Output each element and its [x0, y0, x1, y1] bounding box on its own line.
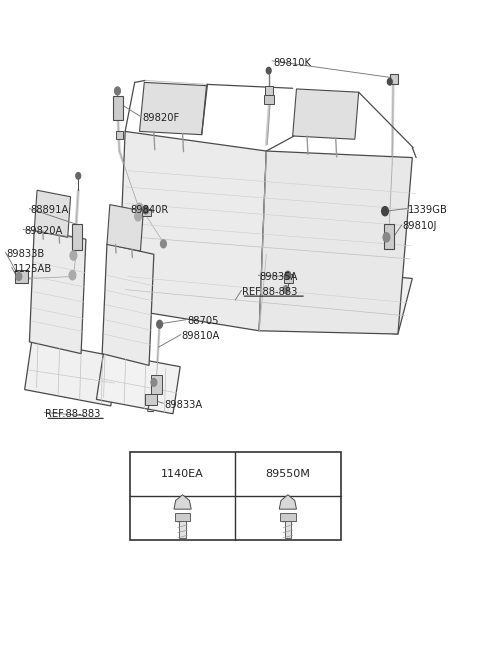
Bar: [116, 132, 123, 140]
Polygon shape: [107, 204, 144, 251]
Bar: [113, 96, 123, 120]
Text: 1140EA: 1140EA: [161, 469, 204, 479]
Circle shape: [115, 87, 120, 95]
Bar: [384, 224, 394, 249]
Circle shape: [157, 320, 162, 328]
Bar: [284, 274, 293, 283]
Text: 89820A: 89820A: [24, 226, 62, 236]
Circle shape: [387, 79, 392, 85]
Polygon shape: [34, 190, 71, 237]
Polygon shape: [140, 83, 206, 135]
Text: 88891A: 88891A: [30, 205, 69, 215]
Circle shape: [70, 251, 77, 260]
Polygon shape: [293, 89, 359, 140]
Circle shape: [69, 271, 76, 280]
Circle shape: [383, 233, 390, 242]
Circle shape: [16, 272, 22, 280]
Polygon shape: [279, 495, 297, 509]
Circle shape: [76, 173, 81, 179]
Bar: [264, 96, 274, 104]
Polygon shape: [24, 341, 118, 406]
Text: 89550M: 89550M: [265, 469, 310, 479]
Polygon shape: [102, 244, 154, 365]
Text: 89810K: 89810K: [274, 58, 312, 67]
Bar: [143, 208, 151, 216]
Text: 89820F: 89820F: [142, 113, 179, 123]
Bar: [15, 270, 28, 283]
Polygon shape: [29, 229, 86, 354]
Bar: [280, 513, 296, 521]
Circle shape: [266, 67, 271, 74]
Polygon shape: [174, 495, 191, 509]
Polygon shape: [259, 151, 412, 334]
Circle shape: [283, 286, 289, 293]
Polygon shape: [118, 252, 412, 334]
Circle shape: [151, 379, 157, 386]
Text: REF.88-883: REF.88-883: [242, 286, 298, 297]
Text: 1125AB: 1125AB: [12, 264, 52, 274]
Polygon shape: [118, 132, 266, 331]
Text: 89810J: 89810J: [403, 221, 437, 231]
Text: 89840R: 89840R: [130, 205, 168, 215]
Bar: [175, 513, 191, 521]
Polygon shape: [96, 352, 180, 414]
Bar: [265, 86, 273, 96]
Bar: [152, 375, 162, 394]
Circle shape: [285, 271, 291, 279]
Circle shape: [382, 206, 388, 215]
Text: 89810A: 89810A: [181, 331, 220, 341]
Text: 88705: 88705: [187, 316, 219, 326]
Circle shape: [143, 206, 149, 214]
Circle shape: [135, 212, 142, 221]
Bar: [72, 224, 82, 250]
Text: 1339GB: 1339GB: [408, 205, 447, 215]
Circle shape: [136, 203, 143, 212]
Text: 89833A: 89833A: [164, 400, 203, 409]
Text: REF.88-883: REF.88-883: [45, 409, 101, 419]
Bar: [145, 394, 157, 405]
Bar: [285, 517, 291, 538]
Circle shape: [160, 240, 166, 248]
Text: 89835A: 89835A: [259, 272, 298, 282]
Bar: [390, 74, 398, 84]
Text: 89833B: 89833B: [6, 249, 45, 259]
Bar: [179, 517, 186, 538]
Bar: [130, 452, 340, 540]
